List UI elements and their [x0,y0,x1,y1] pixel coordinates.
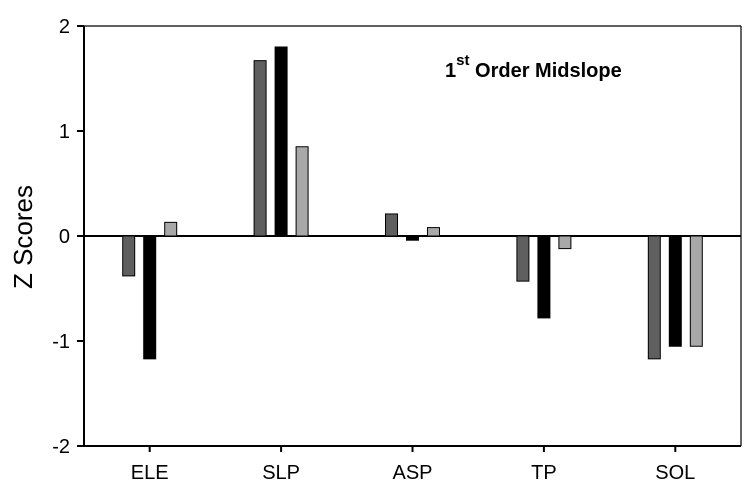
annotation-superscript: st [456,52,469,69]
bar-asp-3 [427,227,440,237]
y-ticks: 2 1 0 -1 -2 [52,16,84,458]
bar-sol-2 [668,235,682,347]
y-tick-label: -1 [52,331,70,353]
bar-tp-1 [516,235,530,282]
bar-asp-1 [385,213,398,237]
y-tick-label: 1 [59,121,70,143]
bar-ele-2 [143,235,157,360]
annotation-text: Order Midslope [469,60,621,82]
annotation-base: 1 [445,60,456,82]
chart-annotation: 1st Order Midslope [445,52,622,82]
bar-ele-3 [164,221,178,237]
bar-tp-2 [537,235,551,319]
x-tick-label-tp: TP [531,462,557,484]
bar-sol-3 [689,235,703,347]
y-tick-label: -2 [52,436,70,458]
y-axis-label: Z Scores [8,185,38,289]
x-tick-label-slp: SLP [262,462,300,484]
x-tick-label-sol: SOL [655,462,695,484]
bar-sol-1 [647,235,661,360]
y-tick-label: 2 [59,16,70,38]
x-tick-label-asp: ASP [392,462,432,484]
bars [122,46,703,360]
bar-slp-3 [295,146,309,237]
x-tick-labels: ELE SLP ASP TP SOL [131,446,695,484]
bar-asp-2 [406,235,419,241]
bar-ele-1 [122,235,136,277]
bar-tp-3 [558,235,572,250]
bar-slp-1 [253,60,267,237]
x-tick-label-ele: ELE [131,462,169,484]
y-tick-label: 0 [59,226,70,248]
bar-slp-2 [274,46,288,237]
